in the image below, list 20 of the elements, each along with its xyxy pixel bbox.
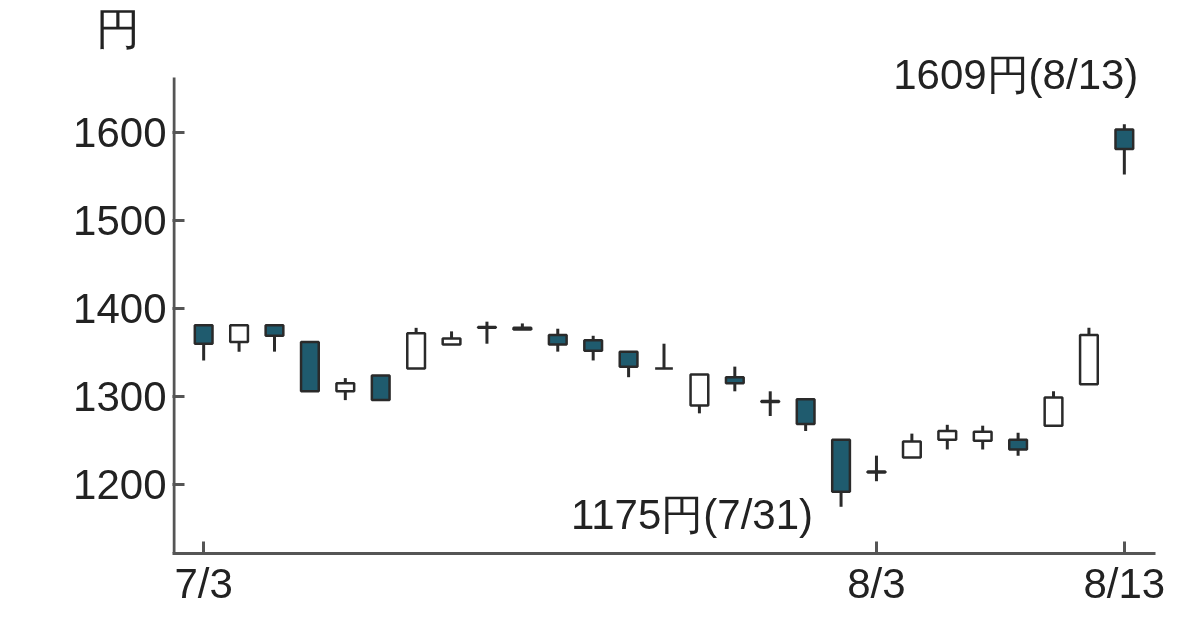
annotation: 1175円(7/31) <box>571 491 814 539</box>
candlestick <box>512 323 533 331</box>
x-tick-label: 7/3 <box>174 559 233 607</box>
candlestick <box>228 323 250 352</box>
y-tick-label: 1500 <box>73 196 167 244</box>
candlestick <box>760 391 781 416</box>
candlestick <box>299 340 320 393</box>
y-tick-label: 1600 <box>73 108 167 156</box>
candlestick <box>193 323 214 361</box>
y-tick-label: 1400 <box>73 284 167 332</box>
candlestick <box>653 343 675 370</box>
y-tick-label: 1200 <box>73 461 167 509</box>
x-tick-label: 8/13 <box>1083 559 1166 607</box>
y-axis-title: 円 <box>95 3 140 53</box>
annotation: 1609円(8/13) <box>893 50 1139 98</box>
candlestick <box>264 323 285 352</box>
x-tick-label: 8/3 <box>847 559 906 607</box>
y-tick-label: 1300 <box>73 373 167 421</box>
candlestick <box>830 438 852 507</box>
candlestick <box>370 374 391 402</box>
